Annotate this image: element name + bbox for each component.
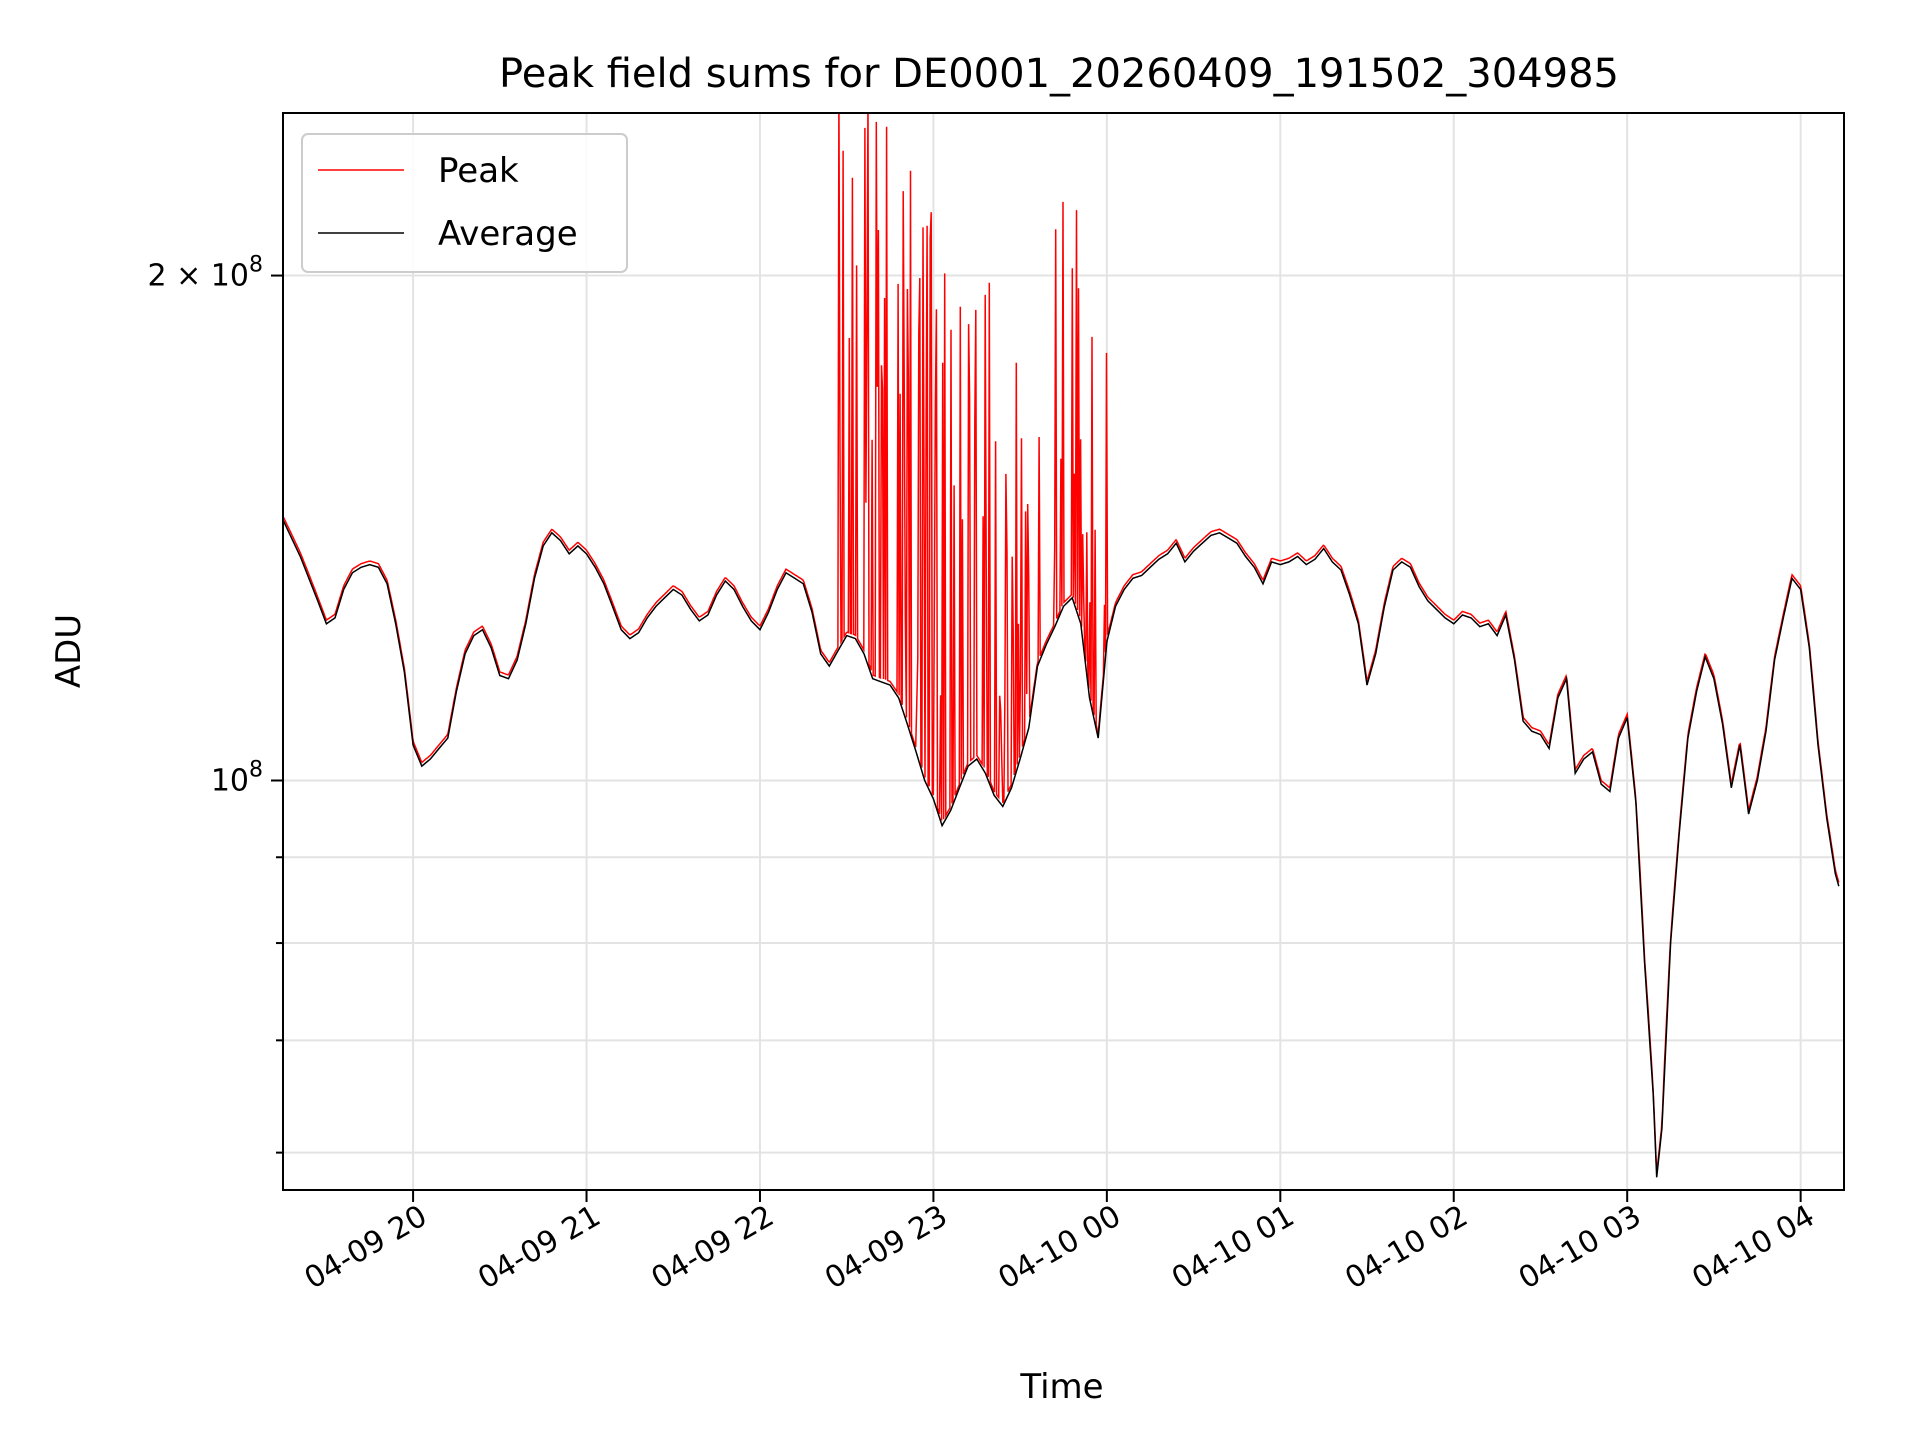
y-axis: 108 2 × 108 (148, 253, 283, 1154)
series-area (283, 113, 1840, 1178)
y-tick-label: 108 (211, 758, 263, 799)
legend: Peak Average (301, 133, 628, 273)
average-series-line (283, 519, 1840, 1178)
x-axis-label: Time (1019, 1367, 1103, 1407)
peak-series-line (283, 113, 1840, 1169)
chart-title: Peak field sums for DE0001_20260409_1915… (499, 51, 1619, 97)
y-axis-label: ADU (49, 614, 89, 688)
legend-average-label: Average (438, 214, 578, 254)
plot-frame (282, 112, 1845, 1191)
legend-peak-label: Peak (438, 151, 519, 191)
y-tick-label: 2 × 108 (148, 253, 263, 294)
legend-box (301, 133, 628, 273)
